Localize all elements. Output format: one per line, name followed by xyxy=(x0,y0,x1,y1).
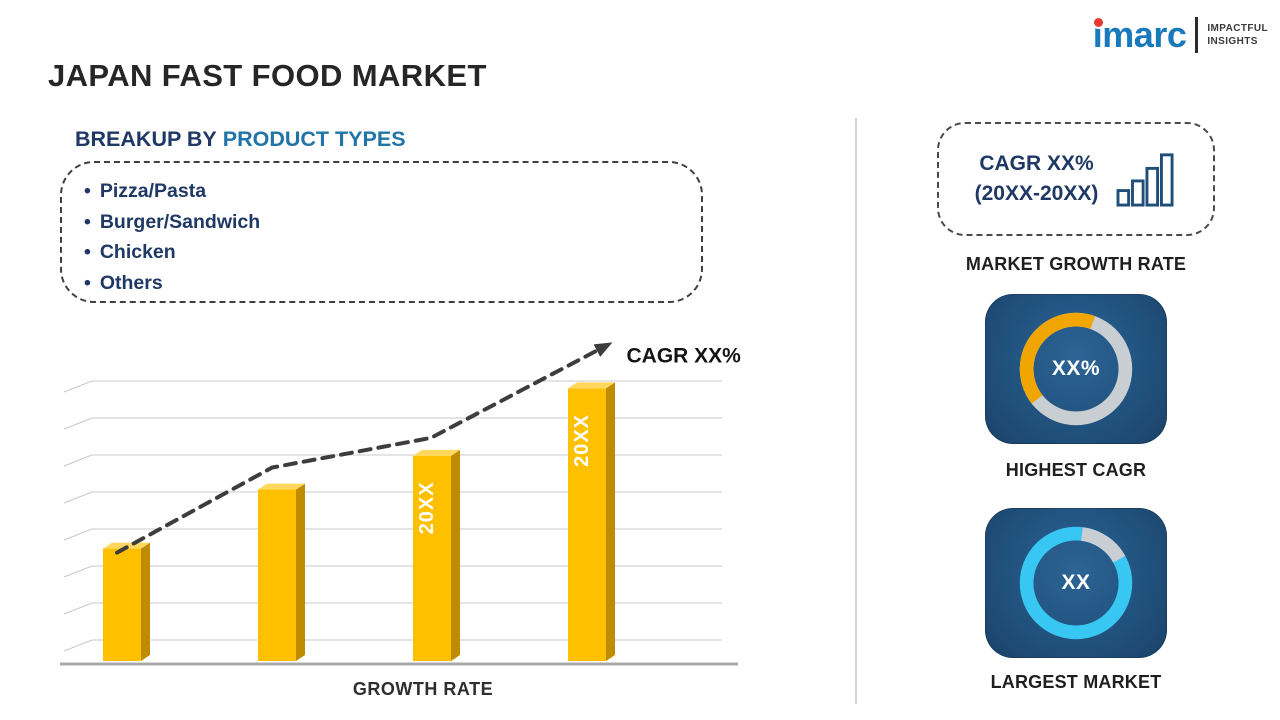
section-heading: BREAKUP BY PRODUCT TYPES xyxy=(75,127,406,152)
largest-market-tile: XX xyxy=(985,508,1167,658)
product-type-item: Burger/Sandwich xyxy=(84,207,701,238)
page-title: JAPAN FAST FOOD MARKET xyxy=(48,58,487,93)
highest-cagr-donut-chart xyxy=(1019,312,1133,426)
svg-text:GROWTH RATE: GROWTH RATE xyxy=(353,679,493,699)
imarc-logo-text: imarc xyxy=(1092,14,1187,55)
cagr-box-line1: CAGR XX% xyxy=(979,151,1094,175)
svg-text:CAGR XX%: CAGR XX% xyxy=(627,344,742,367)
product-type-item: Others xyxy=(84,268,701,299)
product-types-box: Pizza/Pasta Burger/Sandwich Chicken Othe… xyxy=(60,161,703,303)
highest-cagr-value: XX% xyxy=(1051,357,1101,380)
logo-tagline-line1: IMPACTFUL xyxy=(1207,23,1268,34)
right-panel: CAGR XX% (20XX-20XX) MARKET GROWTH RATE … xyxy=(888,0,1264,693)
logo-tagline: IMPACTFUL INSIGHTS xyxy=(1207,22,1268,48)
largest-market-donut-chart xyxy=(1019,526,1133,640)
vertical-divider xyxy=(855,118,857,704)
imarc-logo-red-dot-icon xyxy=(1093,18,1103,27)
heading-prefix: BREAKUP BY xyxy=(75,127,217,151)
cagr-box-text: CAGR XX% (20XX-20XX) xyxy=(975,149,1099,210)
largest-market-value: XX xyxy=(1061,571,1091,594)
product-type-item: Pizza/Pasta xyxy=(84,176,701,207)
imarc-logo: imarc IMPACTFUL INSIGHTS xyxy=(1093,14,1268,56)
svg-text:20XX: 20XX xyxy=(416,481,438,534)
logo-tagline-line2: INSIGHTS xyxy=(1207,36,1258,47)
product-type-item: Chicken xyxy=(84,237,701,268)
highest-cagr-tile: XX% xyxy=(985,294,1167,444)
largest-market-label: LARGEST MARKET xyxy=(990,672,1162,692)
cagr-box-line2: (20XX-20XX) xyxy=(974,182,1099,205)
growth-rate-bar-chart: 20XX 20XX CAGR XX% GROWTH RATE xyxy=(60,342,742,699)
svg-text:20XX: 20XX xyxy=(571,414,593,467)
cagr-box: CAGR XX% (20XX-20XX) xyxy=(937,122,1215,236)
imarc-logo-brand: imarc xyxy=(1093,14,1187,56)
ascending-bar-chart-icon xyxy=(1116,153,1174,207)
heading-highlight: PRODUCT TYPES xyxy=(222,127,406,151)
logo-divider xyxy=(1195,17,1199,53)
market-growth-rate-label: MARKET GROWTH RATE xyxy=(965,254,1187,274)
product-types-list: Pizza/Pasta Burger/Sandwich Chicken Othe… xyxy=(62,176,701,298)
highest-cagr-label: HIGHEST CAGR xyxy=(1005,460,1147,480)
